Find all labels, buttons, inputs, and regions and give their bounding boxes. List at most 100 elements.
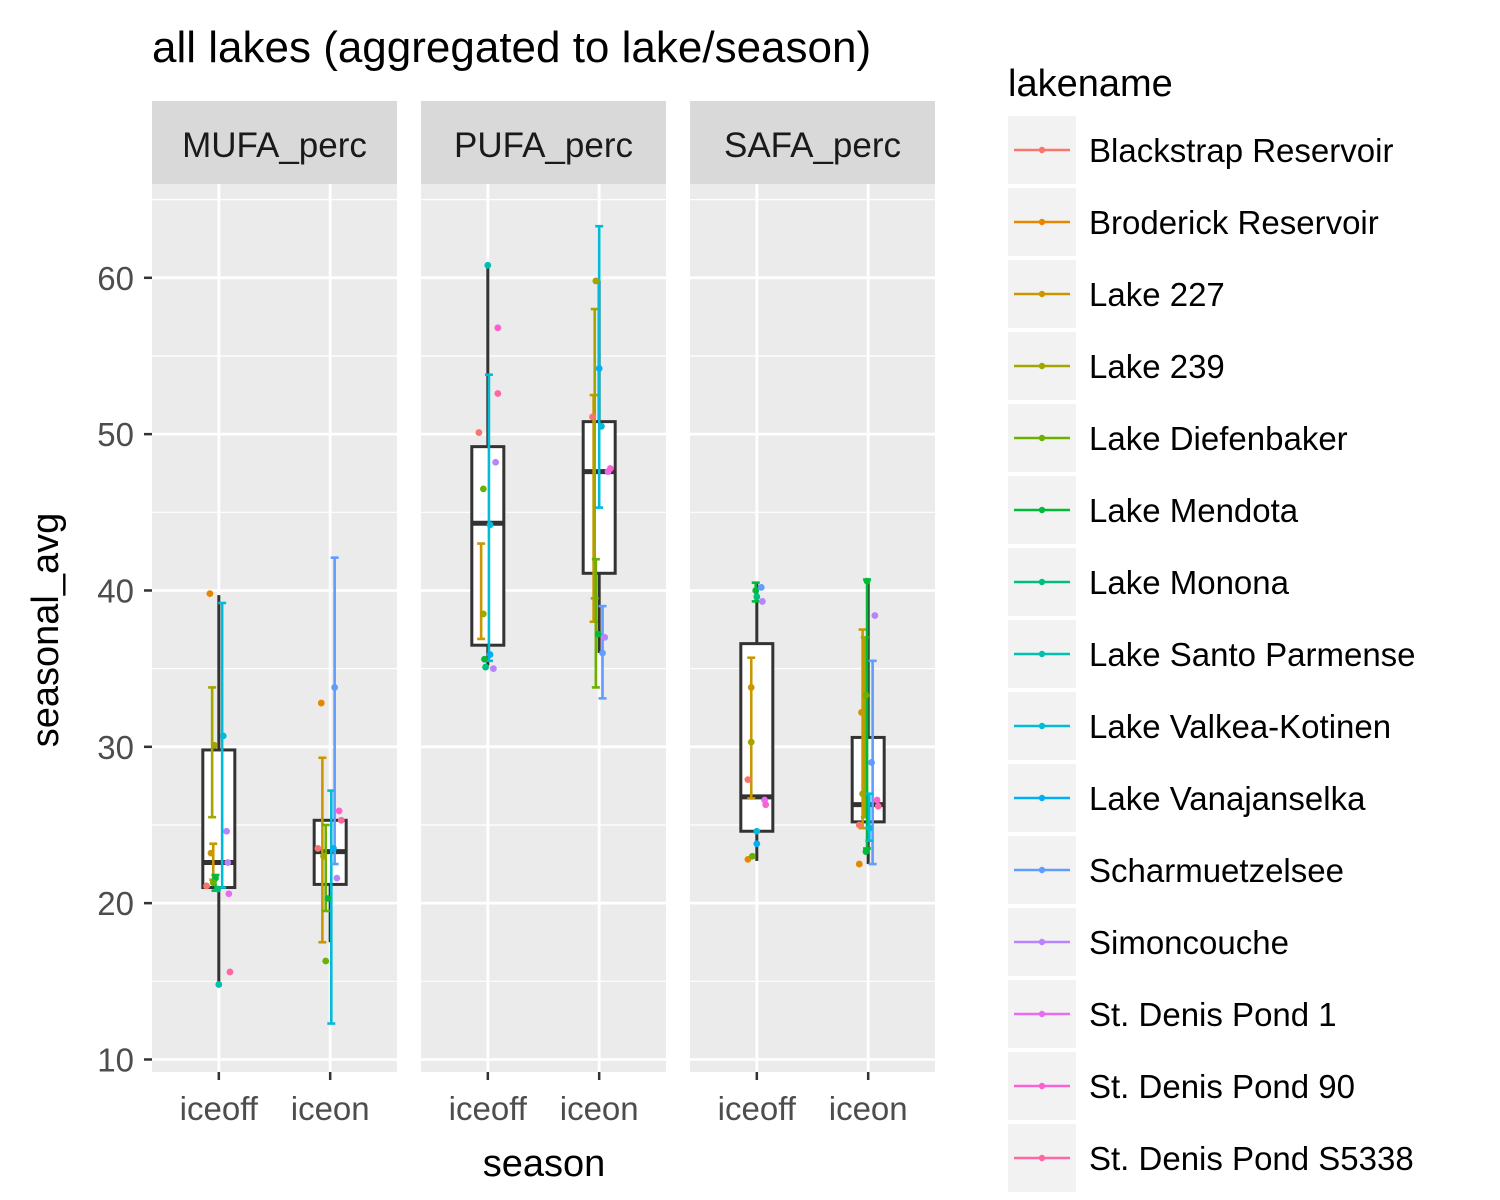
legend-item: Simoncouche bbox=[1008, 908, 1289, 976]
legend-key-point bbox=[1038, 794, 1046, 802]
errorbar bbox=[747, 656, 756, 800]
data-point bbox=[225, 890, 233, 898]
legend-item: Broderick Reservoir bbox=[1008, 188, 1379, 256]
x-tick-label: iceon bbox=[829, 1090, 908, 1127]
x-tick-label: iceon bbox=[291, 1090, 370, 1127]
legend-label: Lake Santo Parmense bbox=[1089, 636, 1416, 673]
data-point bbox=[486, 651, 494, 658]
legend-key-point bbox=[1038, 506, 1046, 514]
data-point bbox=[330, 845, 337, 852]
legend-key-point bbox=[1038, 290, 1046, 298]
data-point bbox=[203, 882, 210, 890]
legend-item: Lake Mendota bbox=[1008, 476, 1299, 544]
data-point bbox=[757, 583, 765, 591]
legend-key-point bbox=[1038, 866, 1046, 874]
data-point bbox=[599, 649, 606, 657]
data-point bbox=[214, 885, 222, 893]
data-point bbox=[475, 429, 483, 436]
data-point bbox=[863, 577, 871, 585]
data-point bbox=[322, 957, 330, 965]
legend-key-point bbox=[1038, 362, 1046, 370]
legend-item: Lake Monona bbox=[1008, 548, 1290, 616]
data-point bbox=[871, 612, 879, 619]
x-axis-title: season bbox=[483, 1143, 606, 1185]
data-point bbox=[753, 827, 761, 835]
legend-label: Lake Monona bbox=[1089, 564, 1290, 601]
panel-background bbox=[421, 184, 666, 1072]
data-point bbox=[868, 759, 875, 766]
legend-key-point bbox=[1038, 434, 1046, 442]
legend-item: Lake 239 bbox=[1008, 332, 1225, 400]
facet-strip bbox=[152, 101, 397, 184]
data-point bbox=[223, 827, 231, 835]
facet-strip bbox=[421, 101, 666, 184]
data-point bbox=[479, 610, 487, 618]
data-point bbox=[595, 365, 603, 372]
facet-strip-label: SAFA_perc bbox=[724, 126, 901, 165]
data-point bbox=[865, 824, 873, 832]
data-point bbox=[337, 816, 345, 824]
data-point bbox=[744, 776, 752, 784]
facet-strip-label: MUFA_perc bbox=[182, 126, 367, 165]
legend-key-point bbox=[1038, 218, 1046, 226]
legend-key-point bbox=[1038, 938, 1046, 946]
legend-key-point bbox=[1038, 1154, 1046, 1162]
data-point bbox=[855, 821, 863, 829]
data-point bbox=[855, 860, 863, 868]
legend-key-point bbox=[1038, 722, 1046, 730]
legend-label: St. Denis Pond 90 bbox=[1089, 1068, 1355, 1105]
errorbar bbox=[208, 686, 217, 819]
data-point bbox=[481, 655, 488, 663]
data-point bbox=[594, 630, 602, 638]
legend-key-point bbox=[1038, 578, 1046, 586]
panel-background bbox=[152, 184, 397, 1072]
facet-strip bbox=[690, 101, 935, 184]
data-point bbox=[758, 598, 766, 605]
y-axis-title: seasonal_avg bbox=[25, 513, 67, 748]
legend-label: Simoncouche bbox=[1089, 924, 1289, 961]
data-point bbox=[317, 699, 325, 707]
data-point bbox=[219, 732, 227, 740]
data-point bbox=[314, 845, 322, 852]
y-tick-label: 20 bbox=[97, 885, 134, 922]
errorbar bbox=[330, 556, 339, 866]
y-tick-label: 30 bbox=[97, 729, 134, 766]
legend-key-point bbox=[1038, 650, 1046, 658]
legend-item: Blackstrap Reservoir bbox=[1008, 116, 1393, 184]
legend-item: Lake 227 bbox=[1008, 260, 1225, 328]
data-point bbox=[873, 796, 881, 804]
data-point bbox=[224, 859, 232, 866]
x-tick-label: iceoff bbox=[718, 1090, 797, 1127]
legend-item: Lake Santo Parmense bbox=[1008, 620, 1416, 688]
data-point bbox=[479, 485, 487, 493]
chart-title: all lakes (aggregated to lake/season) bbox=[152, 23, 871, 72]
data-point bbox=[592, 277, 600, 285]
legend-item: St. Denis Pond 1 bbox=[1008, 980, 1337, 1048]
y-tick-label: 10 bbox=[97, 1041, 134, 1078]
data-point bbox=[753, 840, 761, 848]
data-point bbox=[494, 390, 502, 397]
data-point bbox=[206, 590, 214, 598]
legend-label: Lake Vanajanselka bbox=[1089, 780, 1366, 817]
data-point bbox=[606, 465, 614, 472]
legend-label: Lake 227 bbox=[1089, 276, 1225, 313]
data-point bbox=[489, 665, 497, 673]
legend-item: Lake Valkea-Kotinen bbox=[1008, 692, 1391, 760]
y-tick-label: 50 bbox=[97, 416, 134, 453]
data-point bbox=[320, 852, 327, 860]
legend-label: Lake Mendota bbox=[1089, 492, 1299, 529]
data-point bbox=[862, 691, 870, 699]
legend-item: Lake Diefenbaker bbox=[1008, 404, 1348, 472]
data-point bbox=[209, 879, 217, 887]
data-point bbox=[331, 684, 339, 691]
legend-key-point bbox=[1038, 1010, 1046, 1018]
legend-label: Broderick Reservoir bbox=[1089, 204, 1379, 241]
y-axis: 10 20 30 40 50 60 bbox=[97, 260, 152, 1078]
legend-label: Lake Valkea-Kotinen bbox=[1089, 708, 1391, 745]
data-point bbox=[484, 261, 492, 269]
x-tick-label: iceoff bbox=[449, 1090, 528, 1127]
legend-item: Scharmuetzelsee bbox=[1008, 836, 1344, 904]
